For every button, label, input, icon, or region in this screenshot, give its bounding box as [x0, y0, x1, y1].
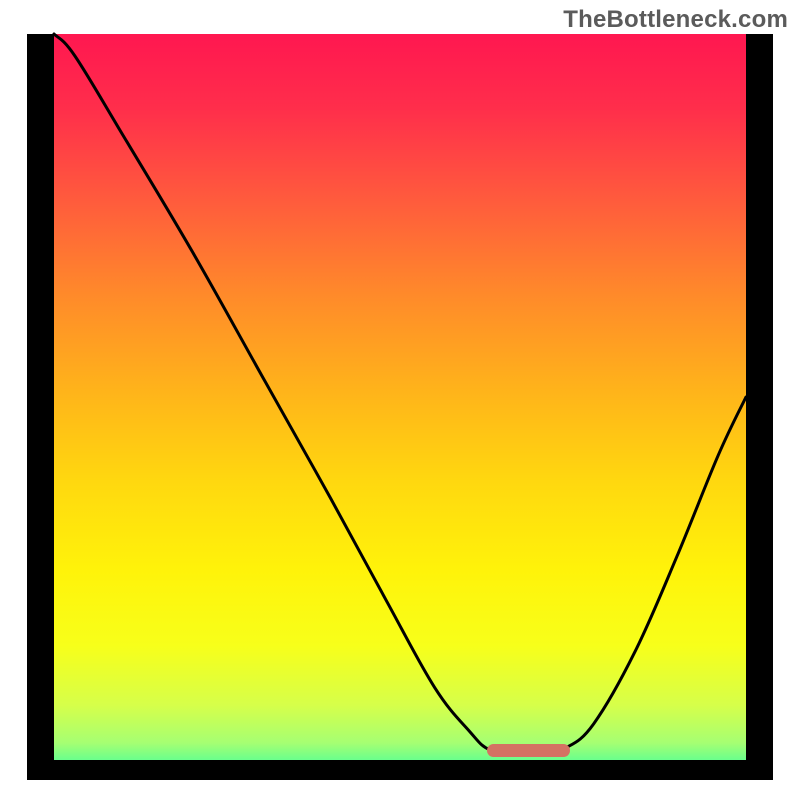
chart-border-bottom [27, 760, 773, 780]
chart-border-left [27, 34, 54, 780]
chart-canvas: TheBottleneck.com [0, 0, 800, 800]
chart-frame [27, 34, 773, 780]
attribution-label: TheBottleneck.com [563, 6, 788, 34]
trough-marker [487, 744, 570, 757]
chart-border-right [746, 34, 773, 780]
chart-svg [27, 34, 773, 780]
bottleneck-curve [54, 34, 746, 752]
